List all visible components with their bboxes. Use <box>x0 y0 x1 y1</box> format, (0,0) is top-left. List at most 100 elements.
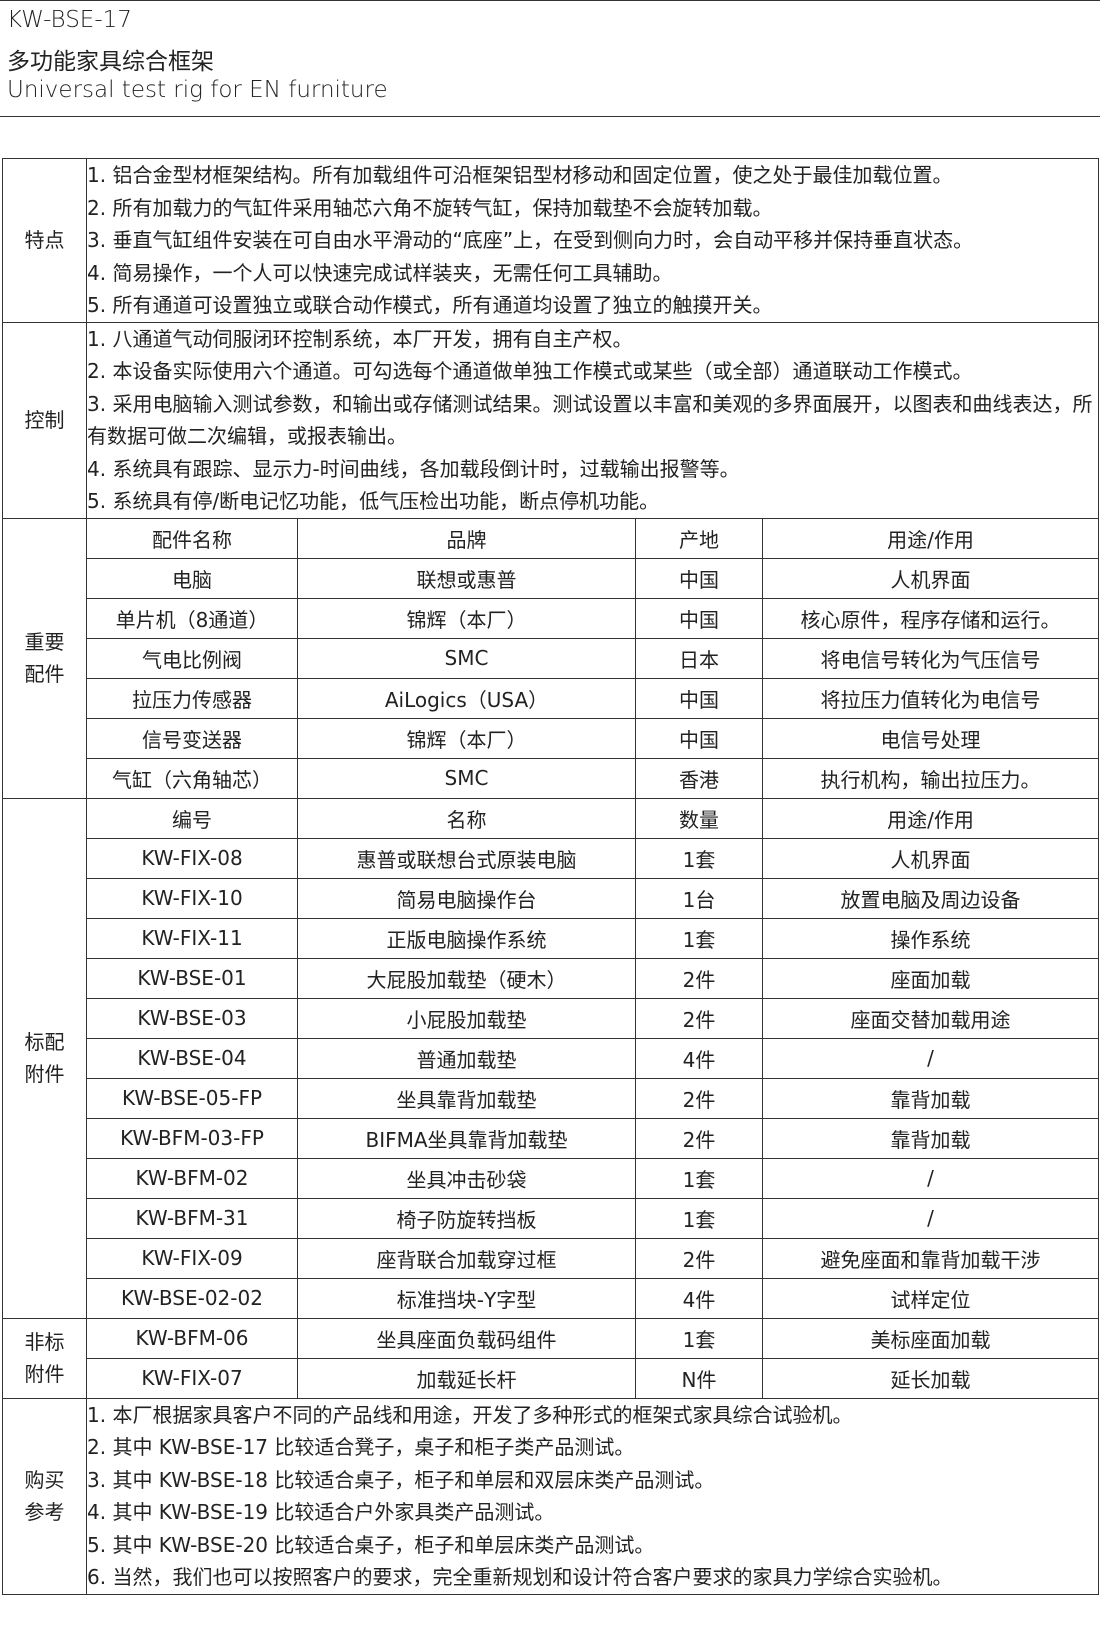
table-row: KW-FIX-08 惠普或联想台式原装电脑 1套 人机界面 <box>3 837 1100 879</box>
item: 2. 所有加载力的气缸件采用轴芯六角不旋转气缸，保持加载垫不会旋转加载。 <box>87 195 773 220</box>
item: 4. 简易操作，一个人可以快速完成试样装夹，无需任何工具辅助。 <box>87 260 673 285</box>
table-cell: 2件 <box>635 997 763 1039</box>
section-row: 特点 1. 铝合金型材框架结构。所有加载组件可沿框架铝型材移动和固定位置，使之处于… <box>2 158 1100 323</box>
table-cell: KW-BFM-31 <box>86 1197 298 1239</box>
table-row: KW-BSE-03 小屁股加载垫 2件 座面交替加载用途 <box>3 997 1100 1039</box>
table-cell: / <box>761 1197 1100 1239</box>
item: 1. 八通道气动伺服闭环控制系统，本厂开发，拥有自主产权。 <box>87 326 633 351</box>
table-cell: 电信号处理 <box>761 717 1100 759</box>
table-cell: 1台 <box>635 877 763 919</box>
table-cell: 简易电脑操作台 <box>297 877 636 919</box>
column-header: 产地 <box>635 517 763 559</box>
column-header: 配件名称 <box>86 517 298 559</box>
section-label-text: 特点 <box>24 228 65 253</box>
table-cell: 2件 <box>635 1117 763 1159</box>
table-row: KW-FIX-11 正版电脑操作系统 1套 操作系统 <box>3 917 1100 959</box>
table-row: 非标附件 KW-BFM-06 坐具座面负载码组件 1套 美标座面加载 <box>2 1317 1100 1399</box>
table-cell: SMC <box>297 637 636 679</box>
table-cell: KW-BSE-01 <box>86 957 298 999</box>
column-header: 数量 <box>635 797 763 839</box>
table-cell: 锦辉（本厂） <box>297 597 636 639</box>
item: 3. 其中 KW-BSE-18 比较适合桌子，柜子和单层和双层床类产品测试。 <box>87 1467 715 1492</box>
table-cell: 将电信号转化为气压信号 <box>761 637 1100 679</box>
table-cell: / <box>761 1157 1100 1199</box>
table-cell: 1套 <box>635 1197 763 1239</box>
table-row: KW-FIX-09 座背联合加载穿过框 2件 避免座面和靠背加载干涉 <box>3 1237 1100 1279</box>
table-cell: 单片机（8通道） <box>86 597 298 639</box>
column-header: 用途/作用 <box>761 797 1100 839</box>
table-cell: 拉压力传感器 <box>86 677 298 719</box>
section-label-text: 标配附件 <box>24 1030 65 1086</box>
table-cell: 2件 <box>635 1237 763 1279</box>
table-cell: 靠背加载 <box>761 1117 1100 1159</box>
table-cell: 靠背加载 <box>761 1077 1100 1119</box>
title-cn: 多功能家具综合框架 <box>7 49 214 75</box>
table-row: 气缸（六角轴芯） SMC 香港 执行机构，输出拉压力。 <box>3 757 1100 799</box>
table-cell: 中国 <box>635 717 763 759</box>
table-cell: 锦辉（本厂） <box>297 717 636 759</box>
section-label-text: 控制 <box>24 408 65 432</box>
section-row: 购买参考 1. 本厂根据家具客户不同的产品线和用途，开发了多种形式的框架式家具综合… <box>2 1397 1100 1595</box>
section-label: 购买参考 <box>2 1397 87 1595</box>
table-row: KW-FIX-10 简易电脑操作台 1台 放置电脑及周边设备 <box>3 877 1100 919</box>
table-cell: 椅子防旋转挡板 <box>297 1197 636 1239</box>
section-label: 重要配件 <box>2 517 87 799</box>
table-cell: KW-BSE-03 <box>86 997 298 1039</box>
table-cell: BIFMA坐具靠背加载垫 <box>297 1117 636 1159</box>
table-cell: KW-FIX-10 <box>86 877 298 919</box>
section-label-text: 非标附件 <box>24 1330 65 1386</box>
table-cell: 惠普或联想台式原装电脑 <box>297 837 636 879</box>
table-cell: 中国 <box>635 597 763 639</box>
table-cell: 2件 <box>635 1077 763 1119</box>
table-row: KW-FIX-07 加载延长杆 N件 延长加载 <box>3 1357 1100 1399</box>
table-cell: 放置电脑及周边设备 <box>761 877 1100 919</box>
table-cell: 电脑 <box>86 557 298 599</box>
table-cell: 气电比例阀 <box>86 637 298 679</box>
table-row: KW-BFM-31 椅子防旋转挡板 1套 / <box>3 1197 1100 1239</box>
table-cell: 避免座面和靠背加载干涉 <box>761 1237 1100 1279</box>
section-label-text: 重要配件 <box>24 630 65 686</box>
table-cell: 座面交替加载用途 <box>761 997 1100 1039</box>
item: 4. 其中 KW-BSE-19 比较适合户外家具类产品测试。 <box>87 1500 555 1524</box>
table-cell: 坐具座面负载码组件 <box>297 1317 636 1359</box>
table-cell: 试样定位 <box>761 1277 1100 1319</box>
table-cell: 1套 <box>635 1317 763 1359</box>
section-items: 1. 八通道气动伺服闭环控制系统，本厂开发，拥有自主产权。 2. 本设备实际使用六… <box>85 321 1100 519</box>
item: 5. 其中 KW-BSE-20 比较适合桌子，柜子和单层床类产品测试。 <box>87 1532 655 1557</box>
section-items: 1. 本厂根据家具客户不同的产品线和用途，开发了多种形式的框架式家具综合试验机。… <box>85 1397 1100 1595</box>
column-header: 名称 <box>297 797 636 839</box>
table-cell: KW-BSE-04 <box>86 1037 298 1079</box>
table-cell: 联想或惠普 <box>297 557 636 599</box>
table-cell: KW-BFM-02 <box>86 1157 298 1199</box>
table-cell: 2件 <box>635 957 763 999</box>
table-cell: 核心原件，程序存储和运行。 <box>761 597 1100 639</box>
table-cell: 将拉压力值转化为电信号 <box>761 677 1100 719</box>
table-row: 标配附件 编号 名称 数量 用途/作用 <box>2 797 1100 1319</box>
section-label-text: 购买参考 <box>24 1468 65 1524</box>
section-label: 特点 <box>2 158 87 323</box>
section-label: 标配附件 <box>2 797 87 1319</box>
table-cell: 执行机构，输出拉压力。 <box>761 757 1100 799</box>
table-cell: 4件 <box>635 1277 763 1319</box>
item: 1. 本厂根据家具客户不同的产品线和用途，开发了多种形式的框架式家具综合试验机。 <box>87 1402 853 1427</box>
table-row: 电脑 联想或惠普 中国 人机界面 <box>3 557 1100 599</box>
table-cell: 大屁股加载垫（硬木） <box>297 957 636 999</box>
table-cell: 加载延长杆 <box>297 1357 636 1399</box>
section-row: 控制 1. 八通道气动伺服闭环控制系统，本厂开发，拥有自主产权。 2. 本设备实际使… <box>2 321 1100 519</box>
table-cell: 4件 <box>635 1037 763 1079</box>
section-items: 1. 铝合金型材框架结构。所有加载组件可沿框架铝型材移动和固定位置，使之处于最佳… <box>85 158 1100 323</box>
table-cell: KW-BSE-05-FP <box>86 1077 298 1119</box>
section-label: 控制 <box>2 321 87 519</box>
item: 2. 其中 KW-BSE-17 比较适合凳子，桌子和柜子类产品测试。 <box>87 1435 635 1459</box>
column-header: 品牌 <box>297 517 636 559</box>
table-row: KW-BSE-01 大屁股加载垫（硬木） 2件 座面加载 <box>3 957 1100 999</box>
table-row: 信号变送器 锦辉（本厂） 中国 电信号处理 <box>3 717 1100 759</box>
table-cell: 座背联合加载穿过框 <box>297 1237 636 1279</box>
item: 5. 所有通道可设置独立或联合动作模式，所有通道均设置了独立的触摸开关。 <box>87 293 773 317</box>
table-row: 拉压力传感器 AiLogics（USA） 中国 将拉压力值转化为电信号 <box>3 677 1100 719</box>
spec-table: 特点 1. 铝合金型材框架结构。所有加载组件可沿框架铝型材移动和固定位置，使之处于… <box>2 158 1100 1595</box>
table-cell: 坐具冲击砂袋 <box>297 1157 636 1199</box>
table-cell: 操作系统 <box>761 917 1100 959</box>
table-row: KW-BFM-02 坐具冲击砂袋 1套 / <box>3 1157 1100 1199</box>
